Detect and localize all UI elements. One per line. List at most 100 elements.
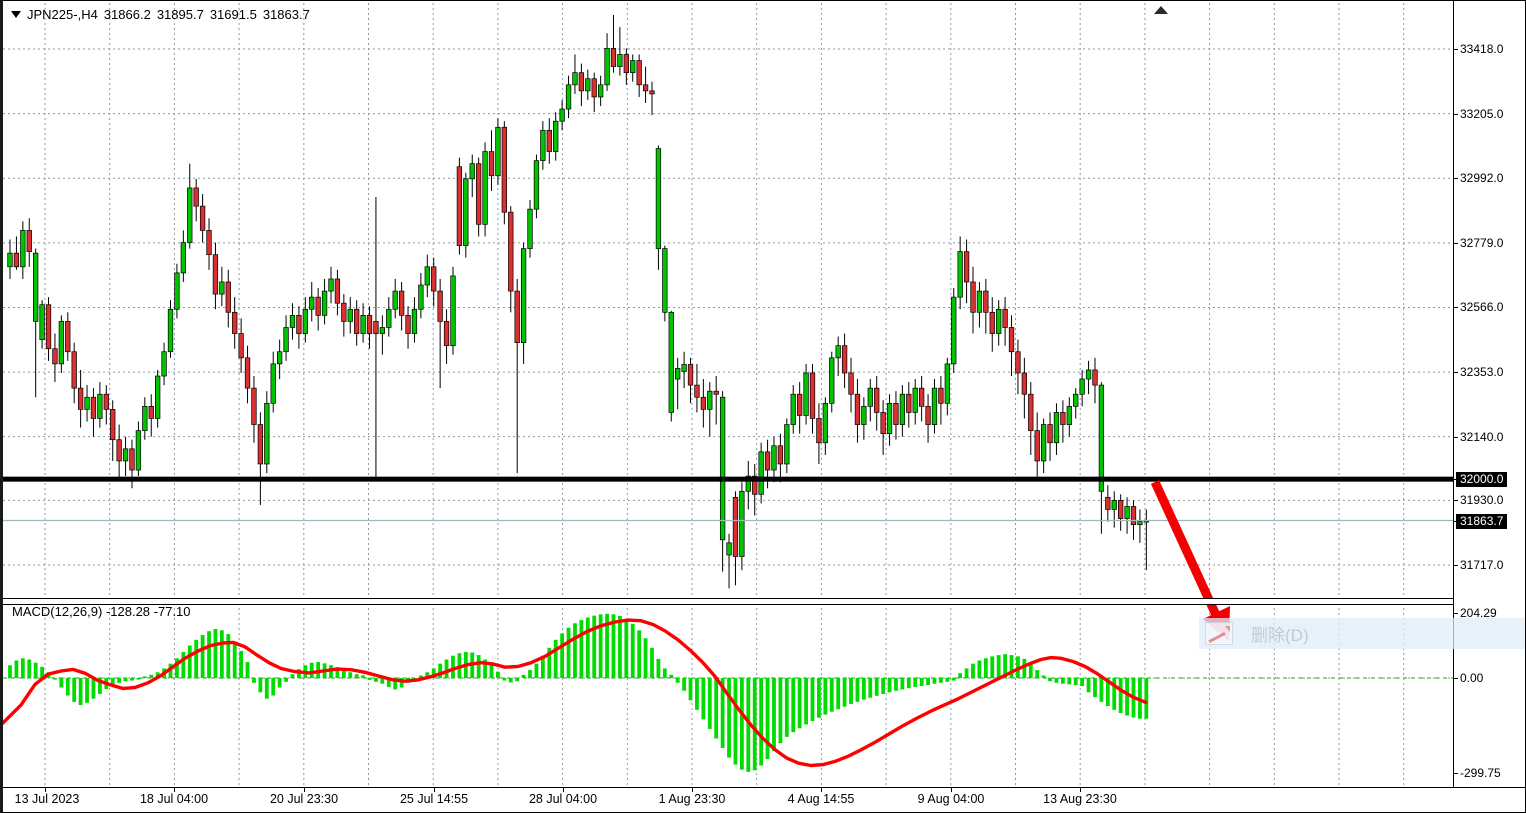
candle-bull xyxy=(379,327,386,334)
candle-bear xyxy=(700,396,707,410)
macd-bar xyxy=(91,678,96,699)
candle-bull xyxy=(347,308,353,322)
candle-bull xyxy=(597,84,604,98)
macd-bar xyxy=(618,615,622,678)
candle-bear xyxy=(687,364,694,386)
macd-bar xyxy=(431,668,436,678)
candle-bear xyxy=(880,412,886,435)
candle-bull xyxy=(1053,412,1060,444)
macd-bar xyxy=(438,663,443,678)
candle-bear xyxy=(623,54,629,74)
candle-bull xyxy=(289,314,296,328)
macd-bar xyxy=(386,678,391,687)
ghost-menu-watermark: 删除(D) xyxy=(1199,618,1525,649)
macd-bar xyxy=(329,665,333,678)
candle-bull xyxy=(957,251,963,298)
candle-bear xyxy=(1130,506,1137,526)
macd-bar xyxy=(707,678,712,729)
candle-bull xyxy=(495,126,501,177)
candle-bull xyxy=(829,357,835,404)
candle-bear xyxy=(777,445,784,465)
price-tick-label: 32140.0 xyxy=(1460,429,1504,444)
candle-bull xyxy=(264,402,270,465)
macd-signal-line xyxy=(3,618,1148,768)
candle-bear xyxy=(764,451,771,471)
symbol-header: JPN225-,H4 31866.2 31895.7 31691.5 31863… xyxy=(11,7,310,22)
price-tick-label: 32992.0 xyxy=(1460,171,1504,186)
macd-bar xyxy=(348,672,353,678)
price-tick-label: 32779.0 xyxy=(1460,235,1504,250)
candle-bear xyxy=(1008,327,1015,353)
macd-bar xyxy=(900,678,905,690)
candle-bull xyxy=(572,72,578,86)
macd-bar xyxy=(560,633,565,678)
macd-bar xyxy=(27,659,32,678)
candle-bear xyxy=(508,211,514,292)
candle-bull xyxy=(187,187,193,243)
macd-bar xyxy=(245,662,250,678)
candle-bear xyxy=(893,402,899,425)
macd-bar xyxy=(662,668,667,678)
macd-bar xyxy=(784,678,789,737)
macd-bar xyxy=(8,665,12,678)
candle-bear xyxy=(77,387,84,410)
candle-bear xyxy=(366,314,373,334)
ohlc-low: 31691.5 xyxy=(209,7,257,22)
macd-bar xyxy=(418,675,423,678)
time-scale[interactable]: 13 Jul 2023 18 Jul 04:00 20 Jul 23:30 25 Ju… xyxy=(3,787,1525,812)
candle-bull xyxy=(912,387,918,413)
candle-bear xyxy=(431,266,437,292)
candle-bull xyxy=(174,272,180,310)
price-tick xyxy=(1454,436,1458,438)
candle-bull xyxy=(931,387,938,425)
time-tick-label: 25 Jul 14:55 xyxy=(399,792,469,806)
candle-bull xyxy=(418,284,424,310)
macd-bar xyxy=(309,662,314,678)
macd-bar xyxy=(669,674,674,678)
chart-plot-area[interactable] xyxy=(3,1,1453,787)
macd-bar xyxy=(258,678,263,693)
macd-bar xyxy=(476,655,481,678)
macd-bar xyxy=(585,617,590,678)
macd-bar xyxy=(277,678,282,688)
macd-bar xyxy=(1035,670,1040,678)
candle-bull xyxy=(739,490,745,557)
candle-bear xyxy=(341,302,347,322)
macd-bar xyxy=(1009,655,1014,678)
candle-bull xyxy=(681,364,687,372)
candle-bear xyxy=(694,384,700,398)
panel-separator[interactable] xyxy=(3,598,1525,605)
macd-bar xyxy=(733,678,738,765)
candle-bear xyxy=(1015,351,1021,374)
candle-bull xyxy=(84,396,90,410)
macd-bar xyxy=(232,641,237,678)
chart-shift-marker-icon[interactable] xyxy=(1154,6,1168,14)
time-tick xyxy=(304,788,305,792)
macd-bar xyxy=(496,671,500,678)
candle-bear xyxy=(1060,412,1066,425)
candle-bear xyxy=(199,205,206,231)
candle-bear xyxy=(732,497,739,557)
candle-bear xyxy=(918,387,925,407)
macd-bar xyxy=(868,678,873,698)
macd-bar xyxy=(1093,678,1097,698)
macd-bar xyxy=(528,670,532,678)
macd-bar xyxy=(836,678,841,710)
candle-bull xyxy=(655,148,662,249)
macd-signal-value: -77.10 xyxy=(153,604,191,619)
macd-bar xyxy=(175,658,179,678)
candle-bear xyxy=(970,281,976,313)
macd-bar xyxy=(1003,654,1007,678)
candle-bear xyxy=(610,48,617,67)
candle-bear xyxy=(238,333,244,359)
down-arrow-annotation[interactable] xyxy=(1150,480,1221,617)
macd-bar xyxy=(361,675,365,678)
candle-bull xyxy=(161,351,167,377)
macd-bar xyxy=(817,678,821,718)
macd-bar xyxy=(874,678,879,696)
candle-bull xyxy=(450,275,456,347)
price-scale[interactable]: 33418.0 33205.0 32992.0 32779.0 32566.0 32353… xyxy=(1453,1,1525,787)
symbol-dropdown-icon[interactable] xyxy=(11,11,21,18)
candle-bull xyxy=(1073,393,1079,407)
time-tick-label: 13 Jul 2023 xyxy=(14,792,80,806)
